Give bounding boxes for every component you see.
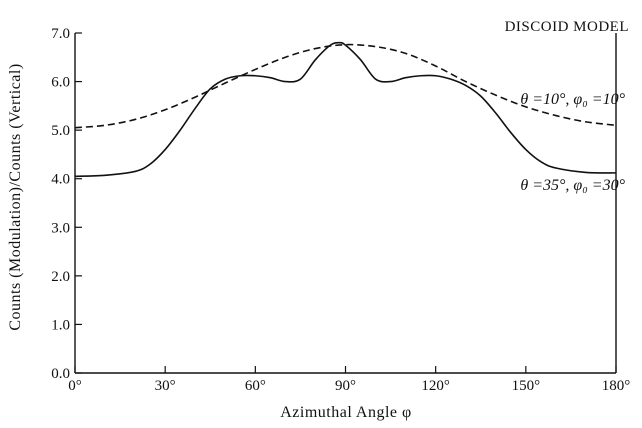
y-tick-label: 0.0 (51, 366, 70, 382)
y-tick-label: 3.0 (51, 220, 70, 236)
y-axis-title: Counts (Modulation)/Counts (Vertical) (7, 63, 24, 330)
x-axis-title: Azimuthal Angle φ (280, 404, 412, 421)
x-tick-label: 120° (421, 378, 450, 394)
x-tick-label: 90° (335, 378, 356, 394)
x-tick-label: 180° (602, 378, 631, 394)
plot-frame (74, 33, 617, 374)
y-tick-label: 4.0 (51, 172, 70, 188)
series-line-1 (74, 43, 617, 129)
x-axis-ticks: 0° 30° 60° 90° 120° 150° 180° (68, 366, 630, 394)
y-tick-label: 6.0 (51, 75, 70, 91)
x-tick-label: 0° (68, 378, 82, 394)
x-tick-label: 150° (512, 378, 541, 394)
y-tick-label: 5.0 (51, 123, 70, 139)
series-line-2 (74, 41, 617, 178)
y-tick-label: 7.0 (51, 26, 70, 42)
y-tick-label: 1.0 (51, 317, 70, 333)
x-tick-label: 30° (155, 378, 176, 394)
chart-title: DISCOID MODEL (505, 19, 629, 35)
annotation-series-2: θ =35°, φ₀ =30° (520, 177, 625, 194)
series-layer (74, 41, 617, 178)
y-axis-ticks: 0.0 1.0 2.0 3.0 4.0 5.0 6.0 7.0 (51, 26, 82, 382)
x-tick-label: 60° (245, 378, 266, 394)
y-tick-label: 2.0 (51, 269, 70, 285)
annotation-series-1: θ =10°, φ₀ =10° (520, 91, 625, 108)
